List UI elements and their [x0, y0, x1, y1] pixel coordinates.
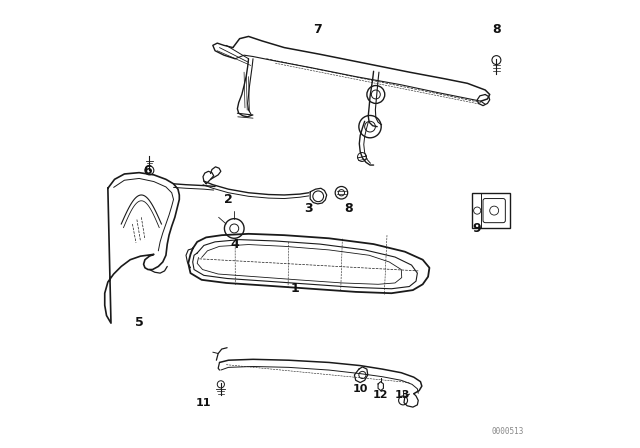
Text: 5: 5	[135, 316, 143, 329]
Text: 9: 9	[472, 222, 481, 235]
Text: 10: 10	[353, 384, 368, 394]
Text: 8: 8	[492, 23, 500, 36]
Text: 8: 8	[345, 202, 353, 215]
Text: 6: 6	[144, 164, 152, 177]
Text: 4: 4	[231, 237, 239, 250]
Text: 3: 3	[305, 202, 313, 215]
Text: 2: 2	[224, 193, 233, 206]
Text: 12: 12	[372, 390, 388, 400]
Text: 11: 11	[196, 398, 212, 408]
Text: 1: 1	[291, 282, 300, 295]
Text: 0000513: 0000513	[492, 427, 524, 436]
Text: 7: 7	[314, 23, 322, 36]
Circle shape	[339, 190, 344, 196]
Text: 13: 13	[395, 390, 410, 400]
